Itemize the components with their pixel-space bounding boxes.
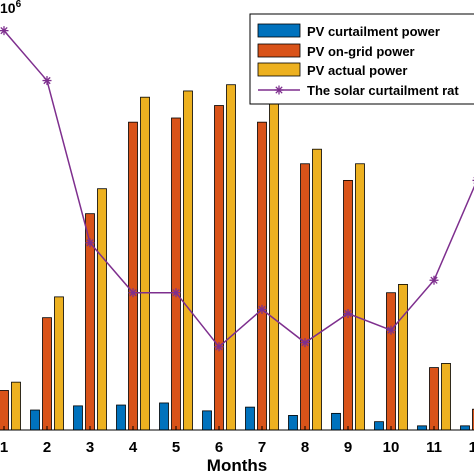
x-tick-label: 10 <box>383 439 400 456</box>
legend-item: PV actual power <box>257 62 407 78</box>
bar-pv-actual-power-month-8 <box>312 148 322 431</box>
curtailment-rate-marker-month-8 <box>300 338 310 348</box>
bar-pv-on-grid-power-month-12 <box>472 408 474 431</box>
legend-asterisk-marker <box>274 85 284 95</box>
bar-pv-curtailment-power-month-4 <box>116 404 126 431</box>
curtailment-rate-marker-month-1 <box>0 26 9 36</box>
bar-pv-actual-power-month-1 <box>11 381 21 431</box>
legend-label: PV on-grid power <box>307 44 415 59</box>
legend-label: PV actual power <box>307 63 407 78</box>
curtailment-rate-marker-month-6 <box>214 342 224 352</box>
x-tick-label: 12 <box>469 439 474 456</box>
bar-pv-curtailment-power-month-9 <box>331 412 341 431</box>
bar-pv-actual-power-month-5 <box>183 90 193 431</box>
bar-pv-on-grid-power-month-6 <box>214 105 224 431</box>
x-tick-layer: 123456789101112 <box>0 426 474 456</box>
legend-swatch <box>257 23 301 38</box>
curtailment-rate-marker-month-5 <box>171 288 181 298</box>
curtailment-rate-marker-month-9 <box>343 309 353 319</box>
bar-pv-actual-power-month-7 <box>269 96 279 431</box>
curtailment-rate-marker-month-2 <box>42 76 52 86</box>
bar-pv-actual-power-month-3 <box>97 188 107 431</box>
bar-pv-on-grid-power-month-4 <box>128 121 138 431</box>
bar-pv-curtailment-power-month-2 <box>30 409 40 431</box>
x-tick-label: 7 <box>258 439 266 456</box>
legend-item: PV curtailment power <box>257 23 440 39</box>
curtailment-rate-marker-month-4 <box>128 288 138 298</box>
curtailment-rate-line-layer <box>0 26 474 352</box>
bar-pv-on-grid-power-month-9 <box>343 179 353 431</box>
y-exponent-label: 106 <box>0 0 22 16</box>
curtailment-rate-marker-month-7 <box>257 304 267 314</box>
bar-pv-on-grid-power-month-2 <box>42 317 52 431</box>
x-tick-label: 2 <box>43 439 51 456</box>
bar-pv-on-grid-power-month-7 <box>257 121 267 431</box>
x-tick-label: 11 <box>426 439 442 456</box>
x-tick-label: 4 <box>129 439 138 456</box>
bar-pv-actual-power-month-10 <box>398 283 408 431</box>
legend-label: The solar curtailment rat <box>307 83 459 98</box>
legend: PV curtailment power PV on-grid power PV a… <box>249 13 474 105</box>
curtailment-rate-marker-month-10 <box>386 325 396 335</box>
legend-swatch <box>257 43 301 58</box>
curtailment-rate-marker-month-11 <box>429 275 439 285</box>
legend-item: The solar curtailment rat <box>258 83 459 98</box>
bar-pv-curtailment-power-month-6 <box>202 410 212 431</box>
bar-pv-actual-power-month-6 <box>226 84 236 431</box>
x-tick-label: 3 <box>86 439 94 456</box>
bar-pv-curtailment-power-month-5 <box>159 402 169 431</box>
x-axis-label: Months <box>207 456 267 474</box>
x-tick-label: 5 <box>172 439 180 456</box>
bar-pv-actual-power-month-2 <box>54 296 64 431</box>
x-tick-label: 6 <box>215 439 223 456</box>
bar-pv-curtailment-power-month-8 <box>288 415 298 431</box>
x-tick-label: 1 <box>0 439 8 456</box>
bar-pv-curtailment-power-month-7 <box>245 406 255 431</box>
x-tick-label: 9 <box>344 439 352 456</box>
bar-pv-actual-power-month-9 <box>355 163 365 431</box>
bar-pv-actual-power-month-11 <box>441 363 451 431</box>
legend-label: PV curtailment power <box>307 24 440 39</box>
bar-pv-on-grid-power-month-8 <box>300 163 310 431</box>
bar-pv-curtailment-power-month-3 <box>73 405 83 431</box>
bar-pv-on-grid-power-month-5 <box>171 117 181 431</box>
bar-pv-on-grid-power-month-11 <box>429 367 439 431</box>
bar-pv-on-grid-power-month-10 <box>386 292 396 431</box>
bar-pv-curtailment-power-month-11 <box>417 425 427 431</box>
bar-pv-actual-power-month-4 <box>140 96 150 431</box>
curtailment-rate-line <box>3 30 474 348</box>
curtailment-rate-marker-month-3 <box>85 238 95 248</box>
bar-pv-curtailment-power-month-12 <box>460 425 470 431</box>
bars-layer <box>0 84 474 431</box>
bar-pv-on-grid-power-month-1 <box>0 390 9 431</box>
legend-swatch <box>257 62 301 77</box>
x-tick-label: 8 <box>301 439 309 456</box>
legend-item: PV on-grid power <box>257 43 415 59</box>
bar-pv-curtailment-power-month-10 <box>374 421 384 431</box>
